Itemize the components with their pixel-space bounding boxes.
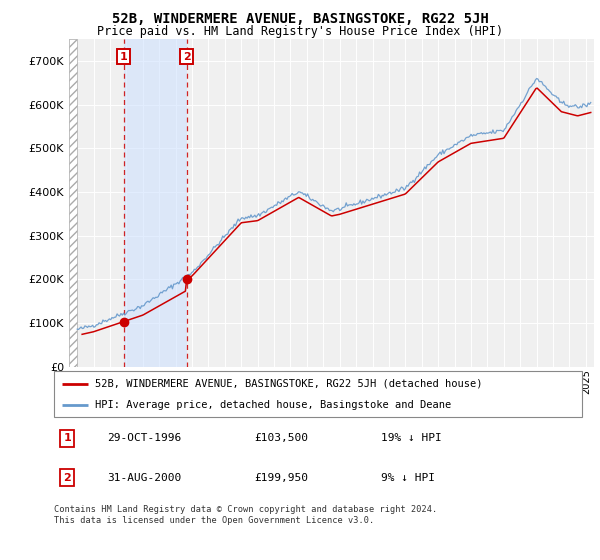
Text: 2: 2 <box>64 473 71 483</box>
FancyBboxPatch shape <box>54 371 582 417</box>
Text: £199,950: £199,950 <box>254 473 308 483</box>
Text: 19% ↓ HPI: 19% ↓ HPI <box>382 433 442 444</box>
Text: Price paid vs. HM Land Registry's House Price Index (HPI): Price paid vs. HM Land Registry's House … <box>97 25 503 38</box>
Text: 9% ↓ HPI: 9% ↓ HPI <box>382 473 436 483</box>
Text: HPI: Average price, detached house, Basingstoke and Deane: HPI: Average price, detached house, Basi… <box>95 400 451 410</box>
Text: £103,500: £103,500 <box>254 433 308 444</box>
Text: 1: 1 <box>64 433 71 444</box>
Text: 1: 1 <box>120 52 128 62</box>
Text: 29-OCT-1996: 29-OCT-1996 <box>107 433 181 444</box>
Text: 52B, WINDERMERE AVENUE, BASINGSTOKE, RG22 5JH (detached house): 52B, WINDERMERE AVENUE, BASINGSTOKE, RG2… <box>95 379 482 389</box>
Text: 31-AUG-2000: 31-AUG-2000 <box>107 473 181 483</box>
Bar <box>69 39 77 367</box>
Text: 2: 2 <box>183 52 191 62</box>
Bar <box>124 39 187 367</box>
Text: Contains HM Land Registry data © Crown copyright and database right 2024.
This d: Contains HM Land Registry data © Crown c… <box>54 505 437 525</box>
Text: 52B, WINDERMERE AVENUE, BASINGSTOKE, RG22 5JH: 52B, WINDERMERE AVENUE, BASINGSTOKE, RG2… <box>112 12 488 26</box>
